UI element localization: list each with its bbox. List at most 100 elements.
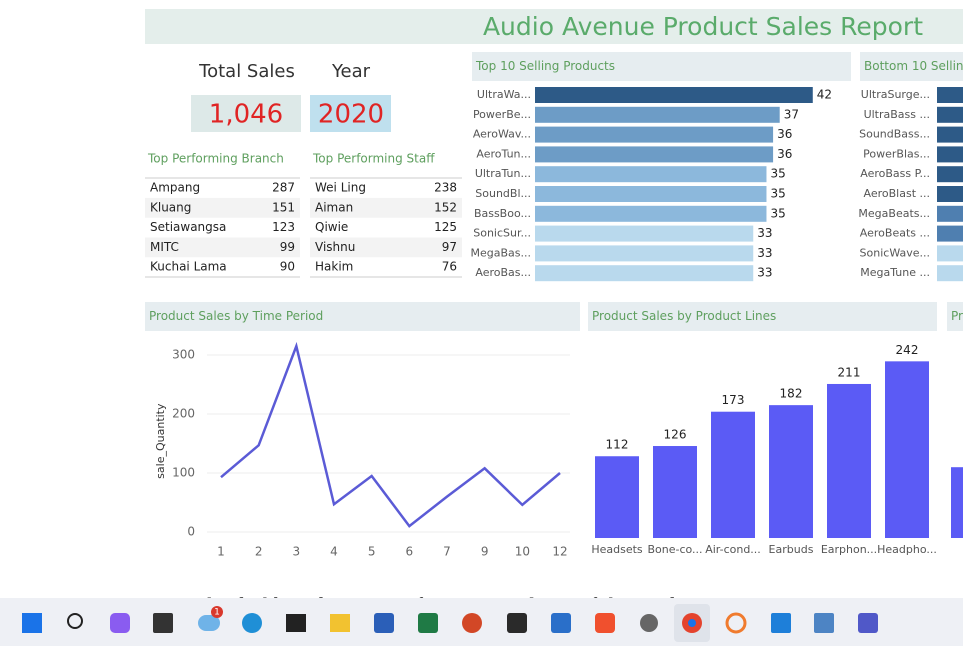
value-label: 173 (722, 393, 745, 407)
x-tick-label: 9 (481, 545, 489, 559)
taskview-icon[interactable] (153, 613, 173, 633)
kpi-box (191, 95, 301, 132)
bar (535, 106, 780, 123)
value-label: 37 (784, 107, 799, 121)
value-label: 211 (838, 365, 861, 379)
x-tick-label: Headpho... (877, 543, 937, 556)
store-icon[interactable] (551, 613, 571, 633)
brave-icon[interactable] (595, 613, 615, 633)
x-tick-label: 2 (255, 545, 263, 559)
bar-label: UltraTun... (475, 167, 531, 180)
cell: Kluang (150, 200, 191, 214)
settings-icon[interactable] (640, 614, 658, 632)
x-tick-label: 5 (368, 545, 376, 559)
table-title: Top Performing Branch (147, 152, 284, 166)
cell: 97 (442, 240, 457, 254)
edge-icon[interactable] (242, 613, 262, 633)
cell: Vishnu (315, 240, 355, 254)
cell: 238 (434, 181, 457, 195)
cell: 152 (434, 200, 457, 214)
search-icon[interactable] (67, 613, 83, 629)
notes-icon[interactable] (507, 613, 527, 633)
x-tick-label: 6 (406, 545, 414, 559)
cell: 76 (442, 260, 457, 274)
x-tick-label: 3 (293, 545, 301, 559)
explorer-icon[interactable] (330, 614, 350, 632)
bar (535, 87, 813, 103)
table-title: Top Performing Staff (312, 152, 435, 166)
y-tick-label: 200 (172, 407, 195, 421)
badge (211, 606, 223, 618)
panel-header (860, 52, 963, 81)
value-label: 33 (757, 246, 772, 260)
bar-label: AeroBeats ... (860, 227, 930, 240)
bar (937, 87, 963, 103)
bar-label: MegaBas... (471, 246, 532, 259)
powerpoint-icon[interactable] (462, 613, 482, 633)
bar-label: MegaBeats... (858, 207, 930, 220)
value-label: 35 (770, 206, 785, 220)
x-tick-label: 1 (217, 545, 225, 559)
x-tick-label: Earphon... (821, 543, 877, 556)
cell: 99 (280, 240, 295, 254)
bar (937, 245, 963, 262)
panel-header (472, 52, 851, 81)
value-label: 33 (757, 266, 772, 280)
panel-header (145, 302, 580, 331)
cell: Ampang (150, 181, 200, 195)
kpi-box (310, 95, 391, 132)
value-label: 112 (606, 438, 629, 452)
teams-icon[interactable] (858, 613, 878, 633)
bar-label: AeroTun... (476, 147, 531, 160)
copilot-icon[interactable] (110, 613, 130, 633)
x-tick-label: 10 (515, 545, 530, 559)
bar (535, 146, 774, 163)
bar-label: UltraWa... (477, 88, 531, 101)
row-bg (310, 197, 462, 218)
report-title: Audio Avenue Product Sales Report (483, 12, 923, 41)
word-icon[interactable] (374, 613, 394, 633)
bar-label: SonicSur... (473, 227, 531, 240)
bar (937, 126, 963, 143)
cell: MITC (150, 240, 179, 254)
title-banner (145, 9, 963, 44)
content: Top Performing Branch Ampang 287 Kluang 151 S… (145, 52, 963, 559)
calendar-icon[interactable] (771, 613, 791, 633)
terminal-icon[interactable] (286, 614, 306, 632)
start-icon[interactable] (22, 613, 42, 633)
cell: Qiwie (315, 220, 348, 234)
bar (535, 245, 754, 262)
cell: 90 (280, 260, 295, 274)
y-tick-label: 0 (187, 525, 195, 539)
bar (595, 456, 639, 538)
bar-label: SonicWave... (860, 246, 930, 259)
kpi-value: 2020 (318, 100, 384, 130)
cell: 151 (272, 200, 295, 214)
bar (769, 405, 813, 538)
bar (937, 265, 963, 282)
row-bg (310, 237, 462, 258)
bar-label: AeroBass P... (860, 167, 930, 180)
value-label: 33 (757, 226, 772, 240)
x-tick-label: 7 (443, 545, 451, 559)
weather-icon[interactable] (198, 615, 220, 631)
monitor-icon[interactable] (814, 613, 834, 633)
panel-header (588, 302, 937, 331)
value-label: 182 (780, 387, 803, 401)
jupyter-icon[interactable] (725, 612, 747, 634)
excel-icon[interactable] (418, 613, 438, 633)
bar-label: MegaTune ... (860, 266, 930, 279)
panel-title: Product Sales by Product Lines (592, 309, 776, 323)
value-label: 42 (817, 88, 832, 102)
cell: Setiawangsa (150, 220, 226, 234)
cell: Wei Ling (315, 181, 366, 195)
cell: 123 (272, 220, 295, 234)
value-label: 36 (777, 147, 792, 161)
bar (951, 467, 963, 538)
bar (937, 225, 963, 242)
bar (653, 446, 697, 538)
kpi-label: Year (331, 61, 371, 82)
bar (535, 166, 767, 183)
